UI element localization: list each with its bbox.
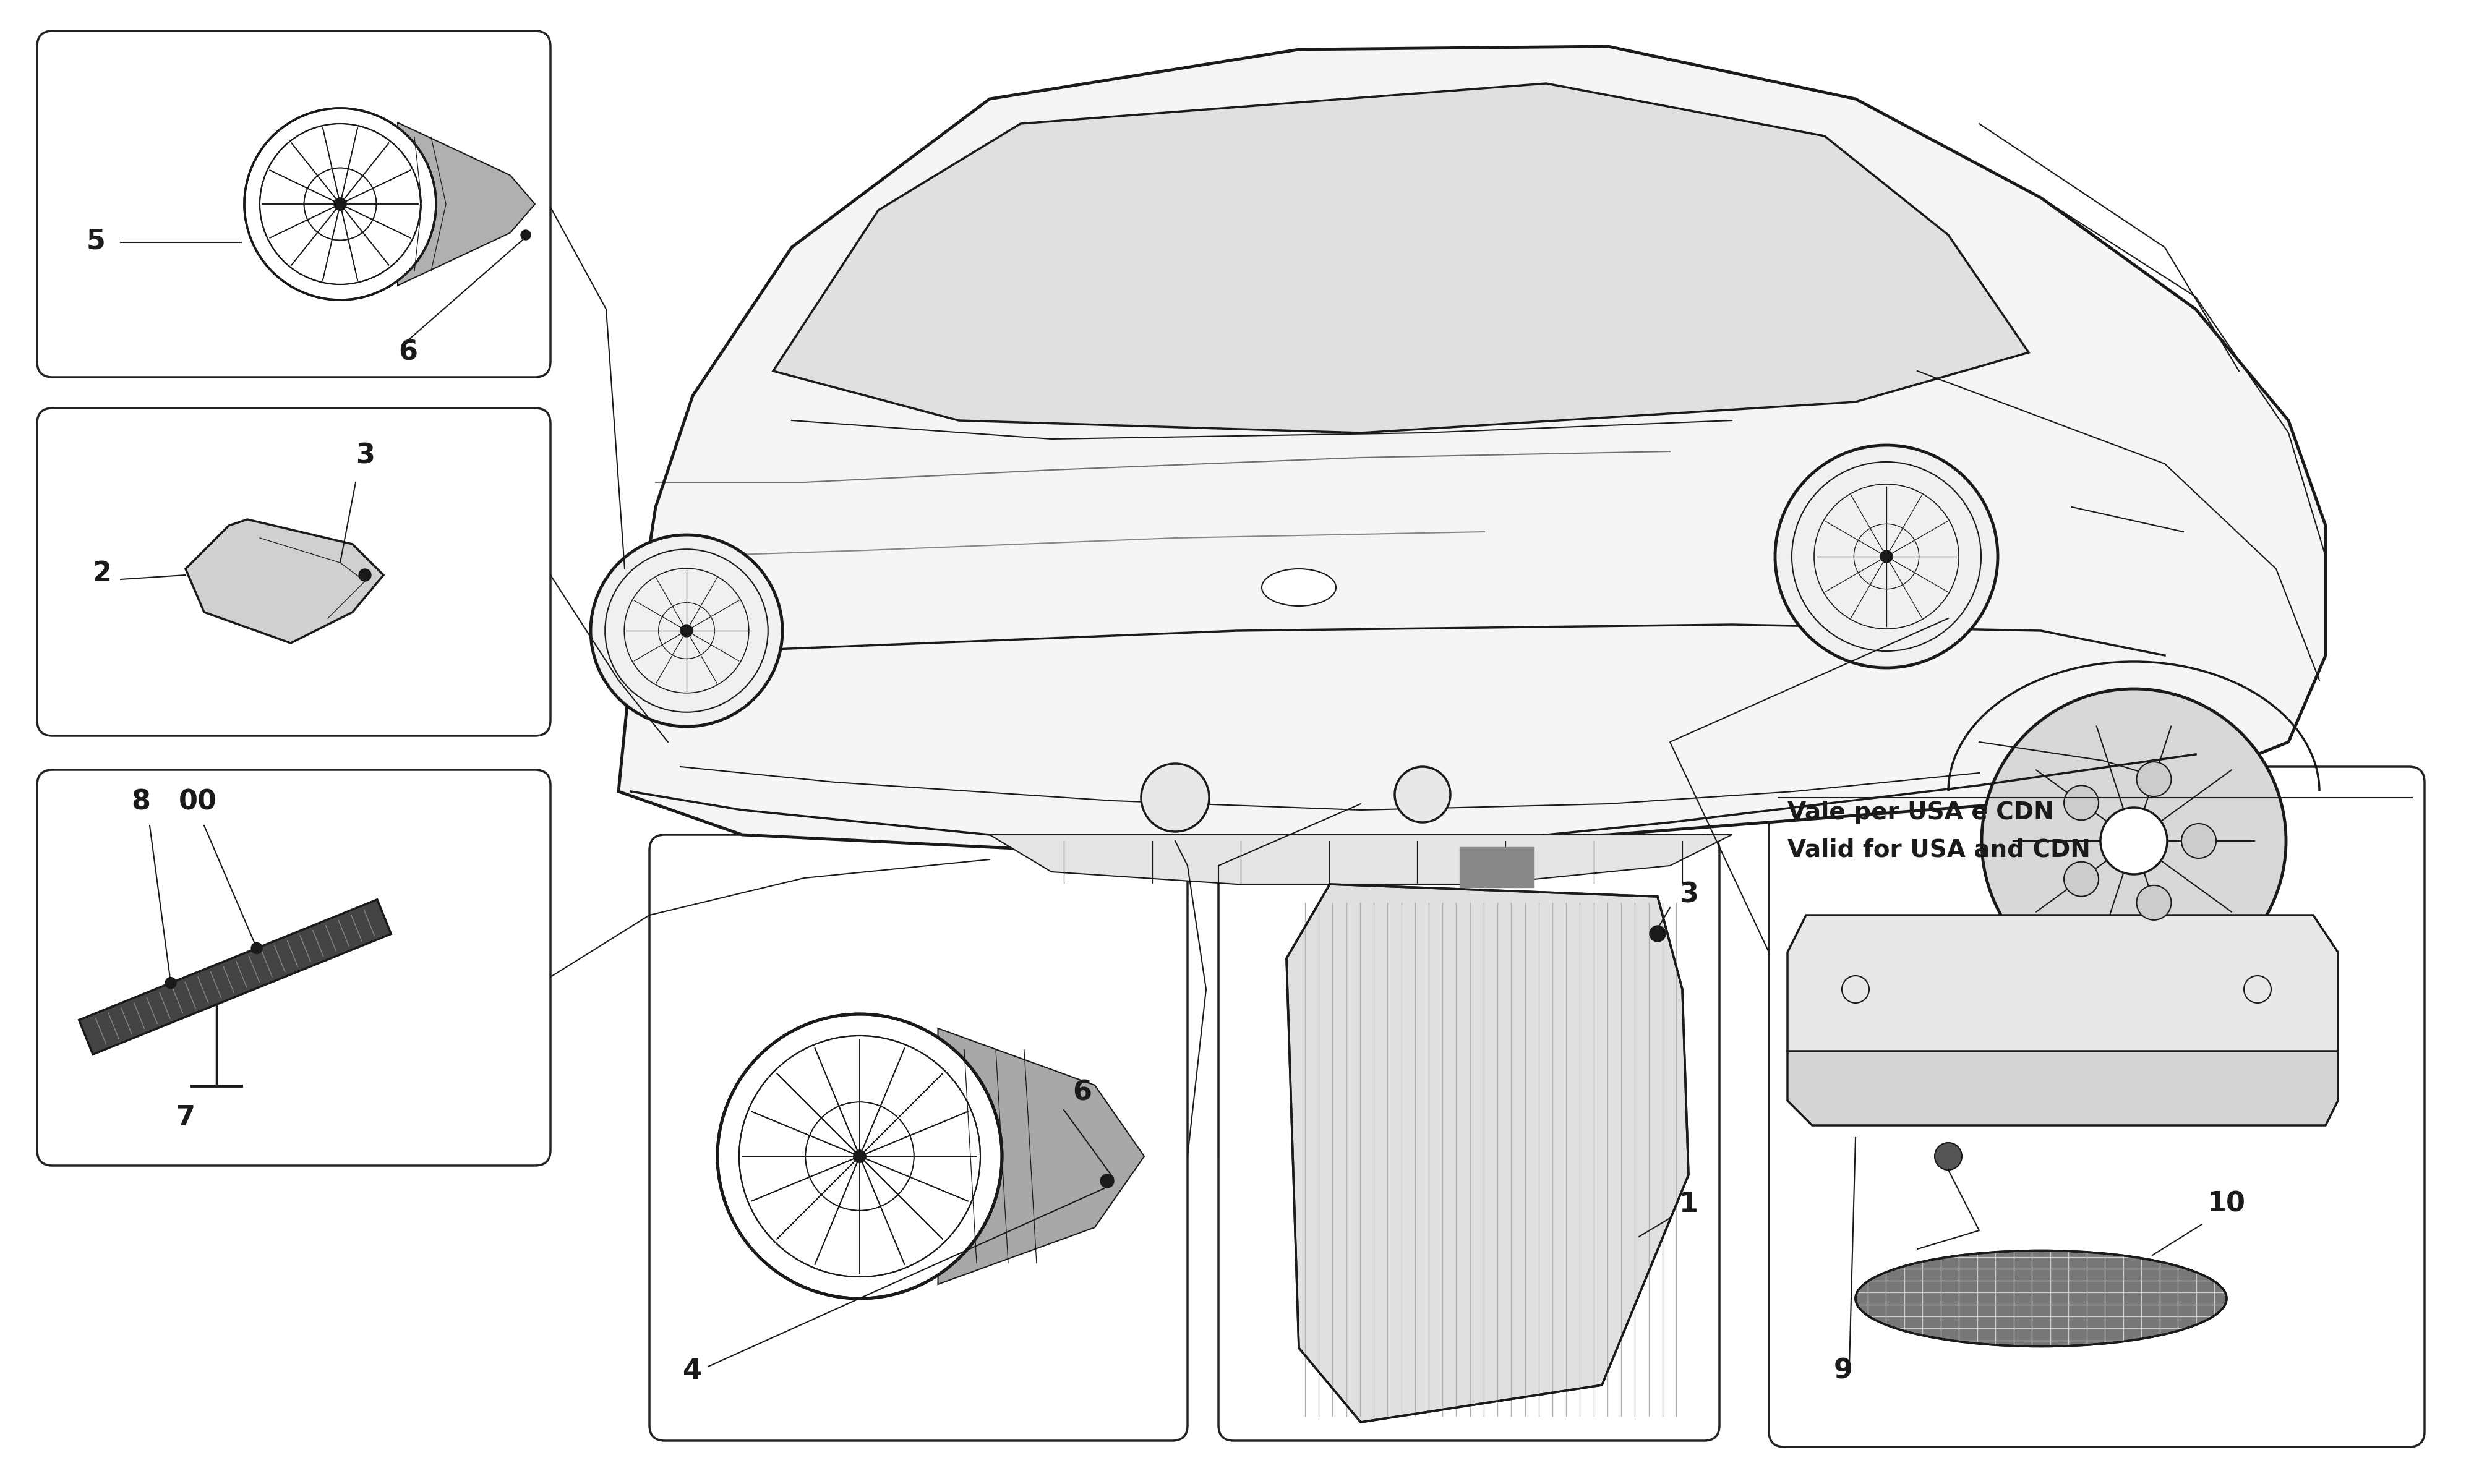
Bar — [1460, 847, 1534, 887]
Ellipse shape — [1856, 1251, 2227, 1346]
Circle shape — [334, 197, 346, 211]
Circle shape — [2063, 862, 2098, 896]
Polygon shape — [990, 834, 1732, 884]
FancyBboxPatch shape — [648, 834, 1188, 1441]
Text: Valid for USA and CDN: Valid for USA and CDN — [1786, 838, 2091, 861]
Circle shape — [245, 108, 435, 300]
Circle shape — [1935, 1143, 1962, 1169]
Text: 5: 5 — [87, 229, 106, 254]
FancyBboxPatch shape — [37, 31, 549, 377]
Text: Vale per USA e CDN: Vale per USA e CDN — [1786, 801, 2053, 824]
Polygon shape — [186, 519, 383, 643]
Text: 6: 6 — [1074, 1080, 1091, 1106]
Text: 8: 8 — [131, 789, 151, 816]
Circle shape — [2138, 886, 2172, 920]
Circle shape — [1395, 767, 1450, 822]
Ellipse shape — [1262, 568, 1336, 605]
Circle shape — [854, 1150, 866, 1162]
FancyBboxPatch shape — [37, 770, 549, 1165]
Circle shape — [166, 978, 176, 988]
Polygon shape — [1786, 1051, 2338, 1125]
Text: 9: 9 — [1833, 1358, 1853, 1385]
Circle shape — [2063, 785, 2098, 821]
Polygon shape — [398, 123, 534, 285]
Circle shape — [1776, 445, 1999, 668]
Text: 10: 10 — [2207, 1190, 2246, 1217]
Circle shape — [1650, 926, 1665, 942]
Circle shape — [680, 625, 693, 637]
Circle shape — [2100, 807, 2167, 874]
Polygon shape — [1786, 916, 2338, 1064]
Polygon shape — [79, 899, 391, 1055]
Circle shape — [1982, 689, 2286, 993]
Text: 4: 4 — [683, 1358, 703, 1385]
Circle shape — [1880, 551, 1893, 562]
Circle shape — [1141, 764, 1210, 831]
Polygon shape — [772, 83, 2029, 433]
FancyBboxPatch shape — [1769, 767, 2425, 1447]
Text: 00: 00 — [178, 789, 218, 816]
Circle shape — [520, 230, 529, 240]
Polygon shape — [1286, 884, 1687, 1422]
Circle shape — [359, 568, 371, 582]
Circle shape — [854, 1150, 866, 1162]
Circle shape — [334, 197, 346, 211]
Circle shape — [2182, 824, 2217, 858]
FancyBboxPatch shape — [1217, 834, 1719, 1441]
Circle shape — [1101, 1174, 1113, 1187]
Polygon shape — [938, 1028, 1143, 1284]
Text: 7: 7 — [176, 1104, 195, 1131]
Circle shape — [2138, 761, 2172, 797]
Text: 1: 1 — [1680, 1190, 1697, 1217]
Text: 3: 3 — [356, 442, 374, 469]
Text: 2: 2 — [92, 559, 111, 586]
Circle shape — [717, 1014, 1002, 1298]
Text: 3: 3 — [1680, 881, 1697, 908]
Polygon shape — [618, 46, 2326, 853]
Circle shape — [591, 534, 782, 727]
FancyBboxPatch shape — [37, 408, 549, 736]
Circle shape — [252, 942, 262, 954]
Text: 6: 6 — [398, 340, 418, 365]
